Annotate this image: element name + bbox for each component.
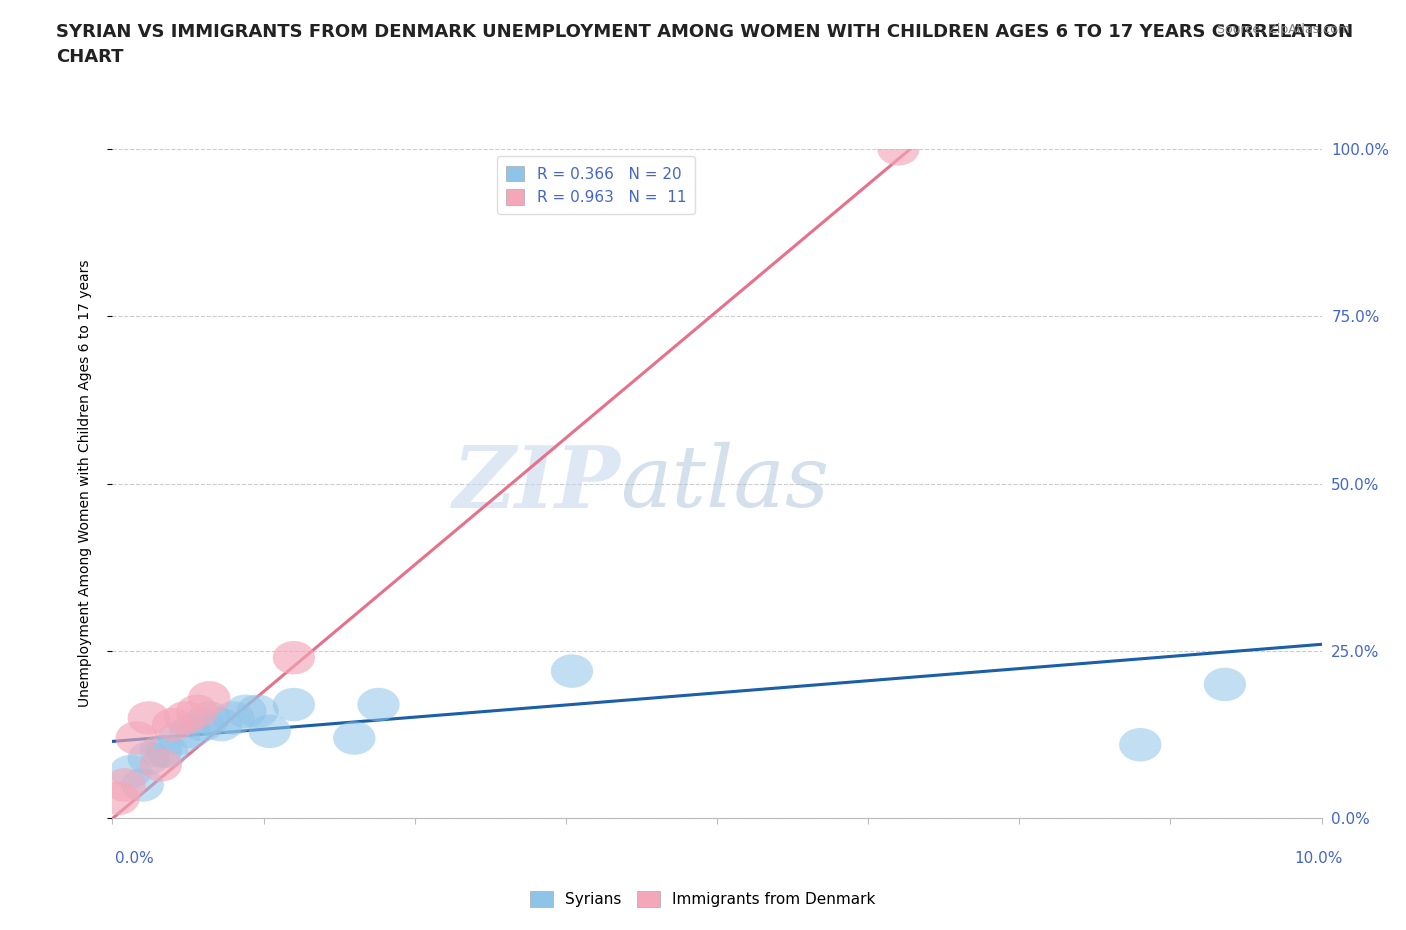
Text: SYRIAN VS IMMIGRANTS FROM DENMARK UNEMPLOYMENT AMONG WOMEN WITH CHILDREN AGES 6 : SYRIAN VS IMMIGRANTS FROM DENMARK UNEMPL…: [56, 23, 1354, 66]
Legend: Syrians, Immigrants from Denmark: Syrians, Immigrants from Denmark: [524, 884, 882, 913]
Ellipse shape: [176, 695, 218, 728]
Y-axis label: Unemployment Among Women with Children Ages 6 to 17 years: Unemployment Among Women with Children A…: [77, 259, 91, 708]
Ellipse shape: [188, 681, 231, 714]
Ellipse shape: [128, 701, 170, 735]
Ellipse shape: [165, 701, 207, 735]
Ellipse shape: [877, 132, 920, 166]
Ellipse shape: [157, 722, 200, 755]
Ellipse shape: [97, 781, 139, 815]
Text: 10.0%: 10.0%: [1295, 851, 1343, 866]
Ellipse shape: [273, 688, 315, 722]
Ellipse shape: [139, 748, 181, 781]
Ellipse shape: [170, 714, 212, 748]
Ellipse shape: [200, 708, 242, 741]
Ellipse shape: [1204, 668, 1246, 701]
Ellipse shape: [273, 641, 315, 674]
Ellipse shape: [110, 755, 152, 789]
Ellipse shape: [181, 708, 225, 741]
Ellipse shape: [225, 695, 267, 728]
Ellipse shape: [551, 655, 593, 688]
Ellipse shape: [357, 688, 399, 722]
Ellipse shape: [121, 768, 165, 802]
Ellipse shape: [333, 722, 375, 755]
Ellipse shape: [236, 695, 278, 728]
Ellipse shape: [104, 768, 146, 802]
Ellipse shape: [1119, 728, 1161, 762]
Ellipse shape: [152, 708, 194, 741]
Legend: R = 0.366   N = 20, R = 0.963   N =  11: R = 0.366 N = 20, R = 0.963 N = 11: [496, 156, 696, 215]
Ellipse shape: [249, 714, 291, 748]
Ellipse shape: [128, 741, 170, 775]
Ellipse shape: [115, 722, 157, 755]
Text: 0.0%: 0.0%: [115, 851, 155, 866]
Ellipse shape: [139, 735, 181, 768]
Text: Source: ZipAtlas.com: Source: ZipAtlas.com: [1216, 23, 1350, 36]
Ellipse shape: [212, 701, 254, 735]
Ellipse shape: [146, 735, 188, 768]
Text: atlas: atlas: [620, 443, 830, 525]
Text: ZIP: ZIP: [453, 442, 620, 525]
Ellipse shape: [188, 701, 231, 735]
